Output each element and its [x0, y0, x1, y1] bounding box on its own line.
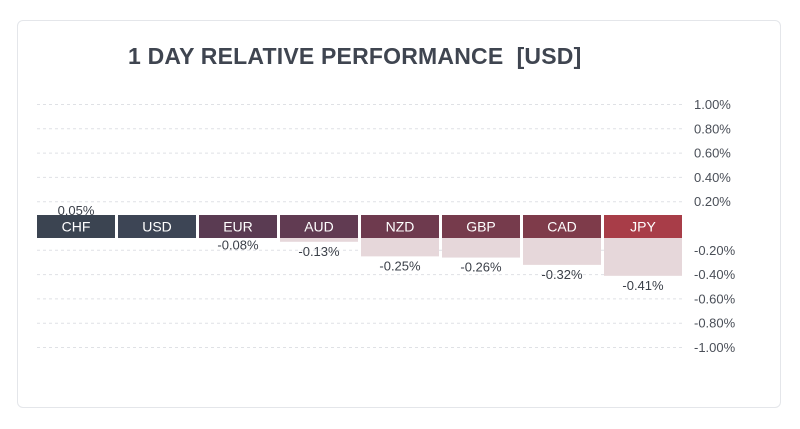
bar — [361, 238, 439, 257]
y-tick-label: -1.00% — [694, 340, 736, 355]
y-tick-label: 0.80% — [694, 121, 731, 136]
y-tick-label: -0.20% — [694, 243, 736, 258]
category-label: CHF — [62, 219, 91, 235]
chart-title: 1 DAY RELATIVE PERFORMANCE [USD] — [128, 43, 582, 69]
bar — [523, 238, 601, 265]
category-label: CAD — [547, 219, 577, 235]
data-label: -0.32% — [541, 267, 583, 282]
category-label: NZD — [386, 219, 415, 235]
data-label: -0.25% — [379, 258, 421, 273]
category-band — [118, 215, 196, 238]
data-label: -0.26% — [460, 260, 502, 275]
category-label: GBP — [466, 219, 496, 235]
category-label: AUD — [304, 219, 334, 235]
category-label: EUR — [223, 219, 253, 235]
data-label: -0.13% — [298, 244, 340, 259]
data-label: -0.41% — [622, 278, 664, 293]
category-band — [442, 215, 520, 238]
category-band — [280, 215, 358, 238]
y-tick-label: -0.80% — [694, 316, 736, 331]
y-tick-label: -0.60% — [694, 291, 736, 306]
y-tick-label: 0.40% — [694, 170, 731, 185]
category-band — [37, 215, 115, 238]
chart-card — [17, 20, 781, 408]
data-label: 0.05% — [58, 203, 95, 218]
category-label: USD — [142, 219, 172, 235]
category-label: JPY — [630, 219, 656, 235]
y-tick-label: 1.00% — [694, 97, 731, 112]
y-tick-label: 0.20% — [694, 194, 731, 209]
bar — [280, 238, 358, 242]
category-band — [523, 215, 601, 238]
category-band — [361, 215, 439, 238]
category-band — [604, 215, 682, 238]
category-band — [199, 215, 277, 238]
y-tick-label: -0.40% — [694, 267, 736, 282]
bar — [604, 238, 682, 276]
bar — [442, 238, 520, 258]
data-label: -0.08% — [217, 238, 259, 253]
y-tick-label: 0.60% — [694, 146, 731, 161]
